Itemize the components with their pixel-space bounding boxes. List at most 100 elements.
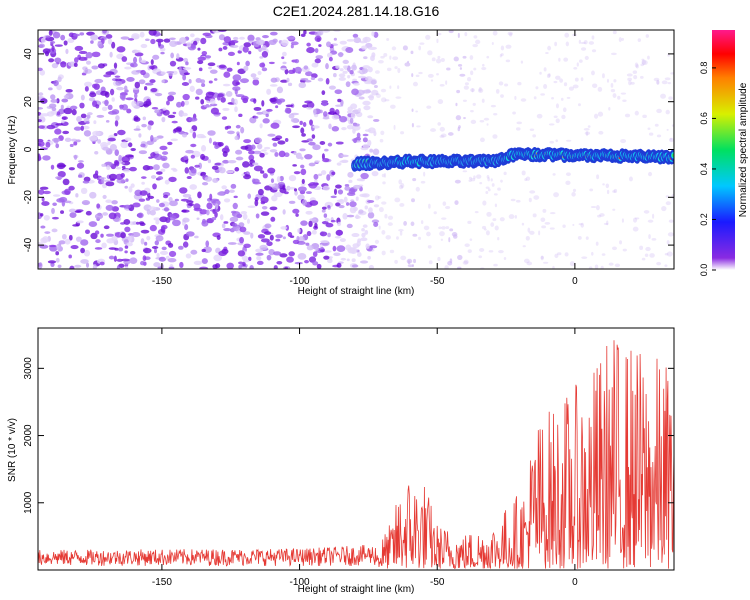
noise-blob bbox=[373, 31, 379, 38]
noise-blob bbox=[147, 124, 152, 131]
speckle-blob bbox=[430, 128, 437, 132]
noise-blob bbox=[232, 36, 239, 41]
speckle-blob bbox=[539, 71, 542, 75]
speckle-blob bbox=[521, 170, 526, 176]
speckle-blob bbox=[491, 41, 494, 46]
speckle-blob bbox=[404, 62, 411, 67]
noise-blob bbox=[57, 76, 62, 83]
noise-blob bbox=[120, 173, 125, 178]
noise-blob bbox=[234, 88, 238, 95]
noise-blob bbox=[197, 60, 204, 65]
noise-blob bbox=[218, 47, 223, 52]
speckle-blob bbox=[578, 39, 581, 44]
noise-blob bbox=[38, 107, 44, 110]
speckle-blob bbox=[572, 84, 579, 89]
noise-blob bbox=[159, 145, 168, 151]
noise-blob bbox=[45, 141, 51, 148]
noise-blob bbox=[355, 196, 359, 201]
speckle-blob bbox=[524, 178, 528, 182]
speckle-blob bbox=[505, 59, 511, 63]
speckle-blob bbox=[523, 258, 530, 264]
speckle-blob bbox=[552, 173, 556, 176]
noise-blob bbox=[194, 164, 200, 168]
noise-blob bbox=[149, 209, 156, 216]
snr-x-tick-label: -100 bbox=[290, 577, 310, 588]
speckle-blob bbox=[439, 126, 445, 132]
noise-blob bbox=[284, 68, 289, 75]
noise-blob bbox=[91, 51, 101, 58]
speckle-blob bbox=[481, 98, 485, 103]
noise-blob bbox=[349, 117, 354, 124]
noise-blob bbox=[70, 245, 79, 250]
speckle-blob bbox=[664, 264, 668, 267]
noise-blob bbox=[192, 131, 197, 139]
speckle-blob bbox=[641, 60, 648, 66]
speckle-blob bbox=[568, 86, 574, 91]
noise-blob bbox=[324, 217, 330, 222]
noise-blob bbox=[163, 194, 169, 199]
noise-blob bbox=[80, 187, 88, 195]
speckle-blob bbox=[447, 132, 454, 136]
noise-blob bbox=[373, 221, 379, 227]
speckle-blob bbox=[437, 122, 441, 126]
speckle-blob bbox=[578, 59, 583, 63]
noise-blob bbox=[178, 66, 182, 73]
noise-blob bbox=[94, 230, 100, 235]
noise-blob bbox=[304, 154, 313, 160]
noise-blob bbox=[143, 247, 152, 254]
noise-blob bbox=[156, 252, 160, 258]
noise-blob bbox=[260, 238, 270, 243]
noise-blob bbox=[208, 80, 213, 84]
speckle-blob bbox=[425, 34, 431, 40]
noise-blob bbox=[52, 31, 61, 39]
speckle-blob bbox=[555, 75, 561, 80]
speckle-blob bbox=[420, 180, 426, 184]
noise-blob bbox=[151, 246, 159, 249]
speckle-blob bbox=[380, 55, 385, 59]
noise-blob bbox=[346, 202, 350, 206]
noise-blob bbox=[61, 116, 68, 120]
spectrogram-panel: -150 -100 -50 0 -40 -20 0 20 40 Height of strai… bbox=[7, 29, 675, 297]
speckle-blob bbox=[515, 199, 521, 203]
speckle-blob bbox=[494, 225, 499, 231]
speckle-blob bbox=[486, 174, 490, 179]
noise-blob bbox=[198, 67, 203, 72]
noise-blob bbox=[182, 193, 192, 198]
speckle-blob bbox=[469, 55, 474, 60]
noise-blob bbox=[342, 70, 348, 74]
noise-blob bbox=[312, 144, 321, 151]
noise-blob bbox=[353, 206, 358, 212]
noise-blob bbox=[42, 236, 49, 243]
noise-blob bbox=[104, 99, 109, 107]
noise-blob bbox=[128, 235, 132, 243]
noise-blob bbox=[83, 56, 88, 61]
noise-blob bbox=[102, 30, 107, 34]
speckle-blob bbox=[386, 38, 390, 42]
speckle-blob bbox=[606, 220, 609, 226]
noise-blob bbox=[181, 209, 187, 213]
speckle-blob bbox=[455, 115, 462, 121]
noise-blob bbox=[201, 83, 206, 87]
noise-blob bbox=[208, 66, 212, 70]
speckle-blob bbox=[514, 215, 517, 219]
noise-blob bbox=[105, 199, 113, 204]
noise-blob bbox=[250, 232, 254, 239]
noise-blob bbox=[252, 162, 259, 166]
noise-blob bbox=[54, 128, 62, 135]
speckle-blob bbox=[473, 35, 478, 39]
noise-blob bbox=[138, 221, 145, 225]
noise-blob bbox=[241, 173, 245, 177]
speckle-blob bbox=[448, 237, 451, 243]
noise-blob bbox=[338, 205, 345, 209]
noise-blob bbox=[140, 43, 148, 49]
speckle-blob bbox=[546, 73, 551, 79]
speckle-blob bbox=[382, 181, 386, 185]
noise-blob bbox=[351, 233, 360, 238]
noise-blob bbox=[161, 116, 166, 123]
speckle-blob bbox=[439, 231, 445, 237]
noise-blob bbox=[220, 162, 224, 167]
noise-blob bbox=[75, 139, 81, 143]
noise-blob bbox=[312, 251, 318, 257]
noise-blob bbox=[202, 182, 209, 186]
noise-blob bbox=[343, 196, 348, 203]
